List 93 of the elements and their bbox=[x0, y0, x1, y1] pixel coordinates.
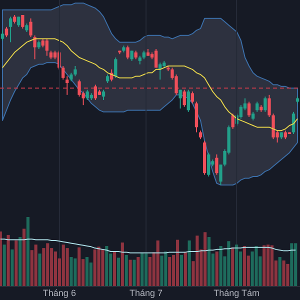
bar bbox=[144, 254, 148, 286]
candlestick bbox=[102, 89, 106, 100]
bar bbox=[18, 237, 22, 286]
bar bbox=[78, 247, 81, 286]
bar bbox=[10, 249, 14, 286]
bar bbox=[120, 242, 124, 286]
bar bbox=[215, 252, 218, 286]
bar bbox=[70, 257, 73, 286]
bar bbox=[62, 244, 65, 286]
bar bbox=[116, 258, 120, 286]
bar bbox=[219, 246, 222, 286]
candlestick bbox=[33, 34, 36, 60]
candlestick bbox=[45, 38, 49, 56]
bar bbox=[105, 246, 108, 286]
bar bbox=[270, 245, 274, 286]
bar bbox=[227, 241, 230, 286]
bar bbox=[6, 234, 10, 286]
candlestick bbox=[178, 89, 182, 109]
candlestick bbox=[29, 18, 32, 38]
bar bbox=[54, 252, 58, 286]
bar bbox=[74, 258, 77, 286]
candlestick bbox=[17, 16, 20, 28]
candlestick bbox=[194, 101, 198, 133]
bar bbox=[204, 232, 207, 286]
candlestick bbox=[186, 89, 190, 112]
candlestick bbox=[0, 30, 4, 41]
candlestick bbox=[94, 84, 98, 100]
bar bbox=[26, 217, 30, 286]
bar bbox=[196, 236, 199, 286]
candlestick bbox=[190, 91, 194, 104]
bar bbox=[132, 260, 136, 286]
candlestick bbox=[74, 66, 77, 77]
bar bbox=[168, 257, 172, 286]
candlestick bbox=[182, 89, 186, 108]
bar bbox=[180, 254, 183, 286]
bar bbox=[85, 257, 89, 286]
bar bbox=[124, 254, 128, 286]
bar bbox=[34, 244, 38, 286]
candlestick bbox=[256, 101, 259, 112]
bar bbox=[266, 244, 270, 286]
bar bbox=[0, 231, 2, 286]
candlestick bbox=[292, 111, 296, 134]
bar bbox=[254, 246, 258, 286]
bar bbox=[242, 246, 246, 286]
bar bbox=[262, 245, 266, 286]
bar bbox=[294, 243, 298, 286]
candlestick bbox=[264, 96, 267, 112]
bar bbox=[156, 240, 160, 286]
bar bbox=[176, 240, 180, 286]
candlestick bbox=[114, 57, 118, 78]
candlestick bbox=[66, 76, 69, 96]
candlestick bbox=[21, 14, 24, 30]
candlestick bbox=[272, 113, 275, 140]
x-tick-label: Tháng Tám bbox=[214, 288, 260, 298]
bar bbox=[2, 244, 6, 286]
bar bbox=[66, 248, 69, 286]
bar bbox=[184, 252, 187, 286]
bar bbox=[46, 243, 50, 286]
bar bbox=[207, 237, 211, 286]
x-tick-label: Tháng 7 bbox=[130, 288, 163, 298]
bar bbox=[93, 249, 96, 286]
bar bbox=[231, 247, 234, 286]
bar bbox=[278, 257, 282, 286]
candlestick bbox=[8, 16, 12, 43]
bar bbox=[140, 252, 144, 286]
candlestick bbox=[247, 101, 251, 118]
bar bbox=[160, 256, 164, 286]
bar bbox=[22, 228, 26, 286]
candlestick bbox=[215, 154, 218, 176]
x-tick-label: Tháng 6 bbox=[42, 288, 76, 298]
candlestick bbox=[126, 45, 130, 60]
candlestick bbox=[207, 152, 210, 177]
candlestick bbox=[219, 164, 222, 186]
candlestick bbox=[62, 66, 65, 80]
candlestick bbox=[268, 94, 271, 118]
candlestick bbox=[130, 50, 134, 62]
candlestick bbox=[86, 89, 89, 100]
bar bbox=[164, 252, 168, 286]
bar bbox=[290, 243, 294, 286]
bar bbox=[113, 252, 116, 286]
bar bbox=[136, 257, 140, 286]
bar bbox=[97, 246, 100, 286]
bar bbox=[282, 260, 286, 286]
candlestick bbox=[78, 79, 81, 98]
bar bbox=[128, 260, 132, 286]
candlestick bbox=[154, 48, 158, 68]
bar bbox=[14, 240, 18, 286]
bar bbox=[286, 264, 290, 286]
bar bbox=[235, 244, 238, 286]
bar bbox=[101, 249, 104, 286]
candlestick bbox=[4, 26, 8, 38]
bar bbox=[38, 254, 42, 286]
bar bbox=[188, 240, 191, 286]
